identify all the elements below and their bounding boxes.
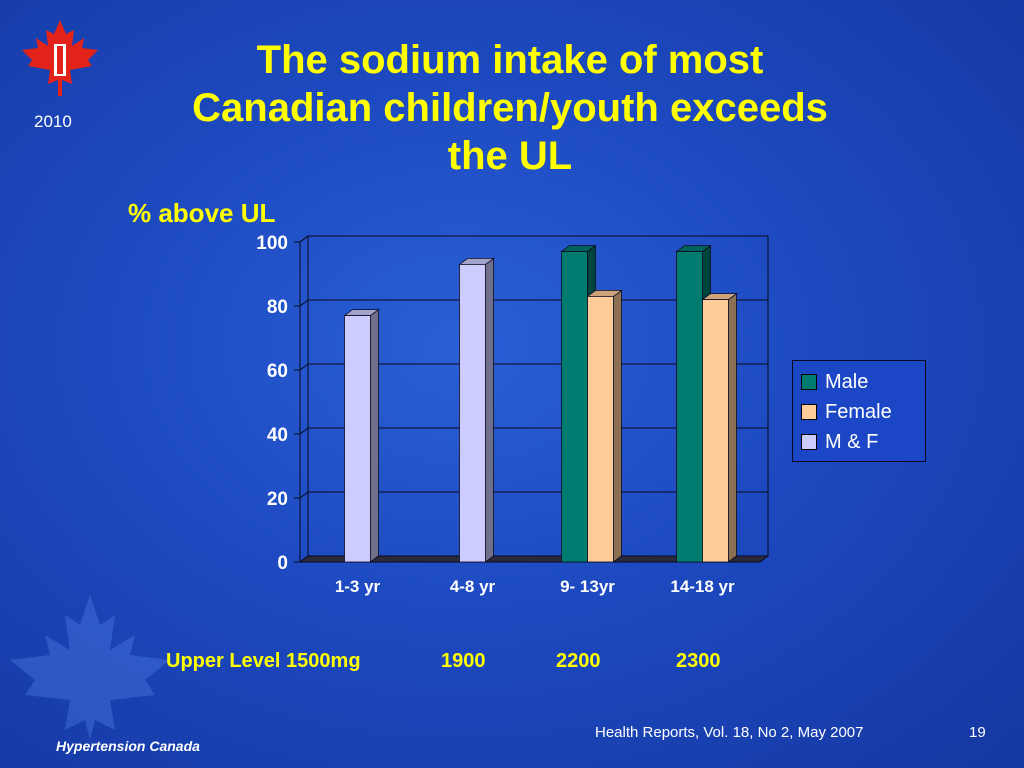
organization-name: Hypertension Canada <box>56 738 200 754</box>
gridline-side <box>299 491 309 499</box>
bar <box>459 263 486 563</box>
bar <box>676 251 703 563</box>
legend-swatch-male <box>801 374 817 390</box>
source-citation: Health Reports, Vol. 18, No 2, May 2007 <box>595 724 864 741</box>
y-tick-label: 40 <box>267 425 288 446</box>
gridline-side <box>299 363 309 371</box>
y-tick-label: 0 <box>277 553 288 574</box>
x-tick-label: 4-8 yr <box>450 577 496 596</box>
legend-swatch-female <box>801 404 817 420</box>
x-tick-label: 9- 13yr <box>560 577 615 596</box>
upper-level-value: 2300 <box>676 650 721 672</box>
legend-label-male: Male <box>825 370 869 393</box>
gridline-side <box>299 235 309 243</box>
chart-subtitle: % above UL <box>128 198 276 228</box>
y-tick-label: 80 <box>267 297 288 318</box>
bar <box>561 251 588 563</box>
bar <box>702 299 729 563</box>
gridline-side <box>299 299 309 307</box>
bar <box>587 295 614 563</box>
page-number: 19 <box>969 724 986 741</box>
y-tick-label: 20 <box>267 489 288 510</box>
upper-levels-row: Upper Level 1500mg 1900 2200 2300 <box>0 650 1024 674</box>
bar-side <box>485 257 494 563</box>
bar-side <box>613 289 622 563</box>
legend-swatch-m-and-f <box>801 434 817 450</box>
legend-item-female: Female <box>801 397 917 427</box>
legend-label-m-and-f: M & F <box>825 430 879 453</box>
bar-side <box>370 308 379 563</box>
year-label: 2010 <box>34 112 72 131</box>
upper-level-value: 1900 <box>441 650 486 672</box>
bar-side <box>728 292 737 563</box>
legend-item-m-and-f: M & F <box>801 427 917 457</box>
x-tick-label: 14-18 yr <box>670 577 735 596</box>
y-tick-label: 100 <box>256 233 288 254</box>
chart-legend: Male Female M & F <box>792 360 926 462</box>
gridline-side <box>299 427 309 435</box>
legend-item-male: Male <box>801 367 917 397</box>
maple-leaf-logo-icon <box>22 20 98 96</box>
upper-level-value: 2200 <box>556 650 601 672</box>
legend-label-female: Female <box>825 400 892 423</box>
bar <box>344 315 371 563</box>
slide-title: The sodium intake of most Canadian child… <box>192 38 828 178</box>
x-tick-label: 1-3 yr <box>335 577 381 596</box>
maple-leaf-watermark-icon <box>10 595 170 740</box>
upper-level-label: Upper Level 1500mg <box>166 650 361 672</box>
y-tick-label: 60 <box>267 361 288 382</box>
